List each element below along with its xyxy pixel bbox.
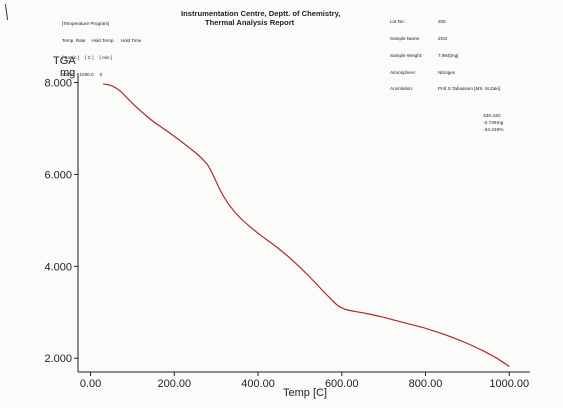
x-tick-label: 200.00	[157, 378, 191, 390]
y-tick-label: 2.000	[44, 353, 72, 365]
x-tick-label: 600.00	[325, 378, 359, 390]
meta-key: Atmosphere:	[390, 69, 417, 75]
y-tick-label: 6.000	[44, 169, 72, 181]
y-axis-unit: mg	[60, 67, 76, 79]
annotation-percent-loss: -34.226%	[483, 128, 504, 133]
report-institution-title: Instrumentation Centre, Deptt. of Chemis…	[181, 9, 341, 18]
meta-value: ZSG	[438, 35, 448, 41]
y-tick-label: 8.000	[44, 78, 72, 90]
meta-key: Lot No:	[390, 19, 405, 25]
program-unit-hold-time: [ min ]	[99, 54, 113, 60]
program-values: 20.00 1000.0 0	[62, 72, 172, 78]
temperature-program: [Temperature Program] Temp. Rate Hold Te…	[62, 10, 172, 88]
program-col-rate: Temp. Rate	[62, 37, 86, 43]
x-tick-label: 800.00	[409, 378, 443, 390]
meta-row-atmosphere: Atmosphere: Nitrogen	[390, 70, 560, 76]
meta-value: 7.984[mg]	[438, 52, 459, 58]
program-value-hold-time: 0	[99, 71, 103, 77]
report-title: Thermal Analysis Report	[205, 18, 295, 27]
y-tick-label: 4.000	[44, 261, 72, 273]
annotation-mass-loss: -2.726mg	[483, 121, 504, 126]
meta-key: Annotation:	[390, 86, 414, 92]
program-unit-hold-temp: [ C ]	[85, 54, 94, 60]
meta-row-sample-weight: Sample Weight: 7.984[mg]	[390, 53, 560, 59]
meta-value: Nitrogen	[438, 69, 456, 75]
program-value-rate: 20.00	[62, 71, 74, 77]
meta-value: Prof.S.Tabassum [MS. M.Zaki]	[438, 86, 501, 92]
program-col-hold-temp: Hold Temp.	[91, 37, 115, 43]
y-axis-title: TGA	[53, 55, 76, 67]
sample-metadata: Lot No: 205 Sample Name: ZSG Sample Weig…	[390, 8, 560, 103]
program-columns: Temp. Rate Hold Temp. Hold Time	[62, 38, 172, 44]
x-tick-label: 0.00	[80, 378, 101, 390]
meta-key: Sample Weight:	[390, 52, 423, 58]
meta-row-lot: Lot No: 205	[390, 19, 560, 25]
program-title: [Temperature Program]	[62, 21, 110, 27]
annotation-temperature: 430.43C	[483, 114, 502, 119]
program-col-hold-time: Hold Time	[120, 37, 142, 43]
x-axis-title: Temp [C]	[283, 387, 328, 399]
chart-annotation: 430.43C -2.726mg -34.226%	[483, 113, 504, 134]
x-tick-label: 1000.00	[489, 378, 529, 390]
meta-value: 205	[438, 19, 446, 25]
program-units: [ C/min ] [ C ] [ min ]	[62, 55, 172, 61]
program-value-hold-temp: 1000.0	[79, 71, 94, 77]
x-tick-label: 400.00	[241, 378, 275, 390]
meta-row-annotation: Annotation: Prof.S.Tabassum [MS. M.Zaki]	[390, 86, 560, 92]
meta-row-sample-name: Sample Name: ZSG	[390, 36, 560, 42]
program-unit-rate: [ C/min ]	[62, 54, 80, 60]
meta-key: Sample Name:	[390, 35, 421, 41]
tga-curve	[102, 83, 510, 367]
report-header: [Temperature Program] Temp. Rate Hold Te…	[0, 2, 563, 91]
